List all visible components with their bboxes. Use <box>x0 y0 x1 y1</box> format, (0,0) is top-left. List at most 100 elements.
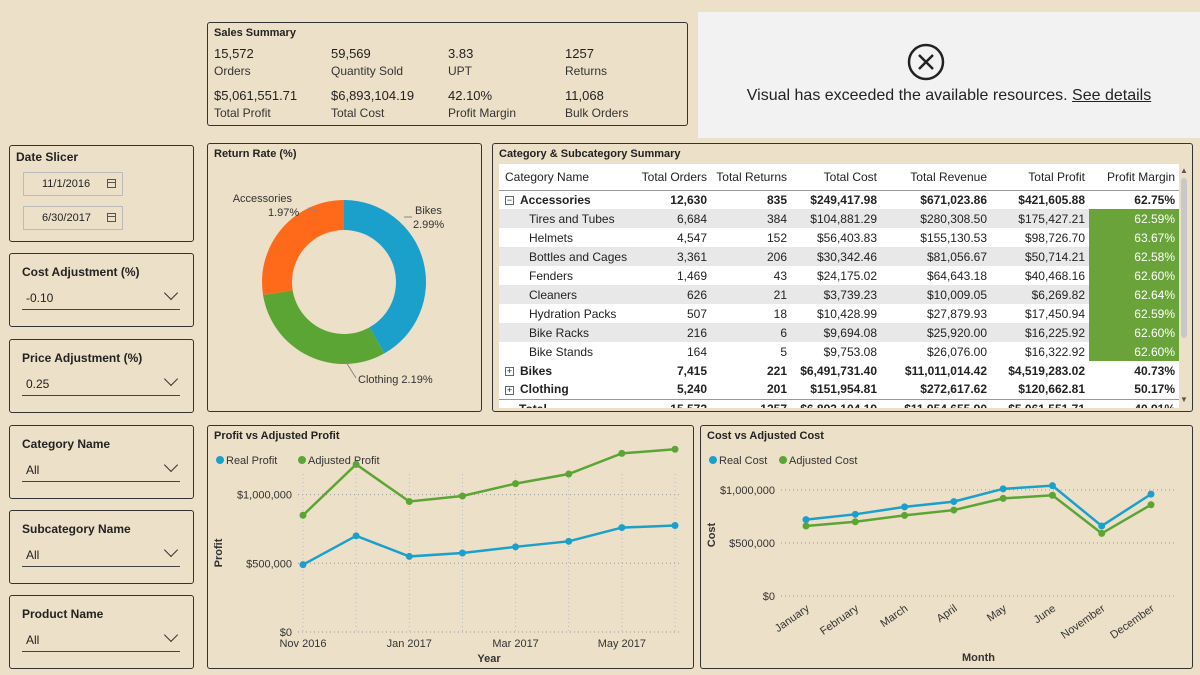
data-point[interactable] <box>299 511 307 519</box>
category-row[interactable]: + Clothing 5,240 201 $151,954.81 $272,617.62 $… <box>499 380 1179 399</box>
data-point[interactable] <box>671 445 679 453</box>
data-point[interactable] <box>618 524 626 532</box>
kpi-value: 1257 <box>565 46 594 61</box>
table-cell: $17,450.94 <box>991 304 1089 323</box>
subcategory-row[interactable]: Bike Stands 164 5 $9,753.08 $26,076.00 $16,32… <box>499 342 1179 361</box>
data-point[interactable] <box>671 522 679 530</box>
data-point[interactable] <box>405 552 413 560</box>
expand-icon[interactable]: + <box>505 384 514 395</box>
donut-slice-bikes[interactable] <box>344 200 426 354</box>
column-header[interactable]: Profit Margin <box>1089 164 1179 191</box>
row-label: Bikes <box>520 363 553 378</box>
scroll-up-icon[interactable]: ▲ <box>1180 166 1188 175</box>
data-point[interactable] <box>352 532 360 540</box>
data-point[interactable] <box>405 497 413 505</box>
data-point[interactable] <box>802 516 810 524</box>
profit-chart-title: Profit vs Adjusted Profit <box>214 430 340 442</box>
data-point[interactable] <box>950 498 958 506</box>
category-name-dropdown[interactable]: All <box>22 456 180 482</box>
subcategory-row[interactable]: Tires and Tubes 6,684 384 $104,881.29 $280,3… <box>499 209 1179 228</box>
data-point[interactable] <box>1048 482 1056 490</box>
chevron-down-icon[interactable] <box>163 457 179 473</box>
total-cell: 15,572 <box>633 398 711 408</box>
chevron-down-icon[interactable] <box>163 285 179 301</box>
subcategory-row[interactable]: Helmets 4,547 152 $56,403.83 $155,130.53 $98,… <box>499 228 1179 247</box>
product-name-dropdown[interactable]: All <box>22 626 180 652</box>
data-point[interactable] <box>618 449 626 457</box>
subcategory-row[interactable]: Fenders 1,469 43 $24,175.02 $64,643.18 $40,46… <box>499 266 1179 285</box>
calendar-icon[interactable] <box>107 179 116 188</box>
data-point[interactable] <box>565 470 573 478</box>
chevron-down-icon[interactable] <box>163 627 179 643</box>
kpi-label: Total Cost <box>331 106 385 120</box>
price-adjustment-dropdown[interactable]: 0.25 <box>22 370 180 396</box>
table-cell: $64,643.18 <box>881 266 991 285</box>
table-cell: $40,468.16 <box>991 266 1089 285</box>
data-point[interactable] <box>1098 522 1106 530</box>
data-point[interactable] <box>999 485 1007 493</box>
data-point[interactable] <box>1147 490 1155 498</box>
data-point[interactable] <box>802 522 810 530</box>
subcategory-row[interactable]: Bottles and Cages 3,361 206 $30,342.46 $81,0… <box>499 247 1179 266</box>
data-point[interactable] <box>901 511 909 519</box>
series-line <box>805 484 1152 528</box>
data-point[interactable] <box>565 537 573 545</box>
row-name: + Bikes <box>499 361 633 380</box>
column-header[interactable]: Category Name <box>499 164 633 191</box>
data-point[interactable] <box>851 518 859 526</box>
see-details-link[interactable]: See details <box>1072 87 1152 104</box>
collapse-icon[interactable]: − <box>505 195 514 206</box>
scroll-down-icon[interactable]: ▼ <box>1180 395 1188 404</box>
subcategory-row[interactable]: Bike Racks 216 6 $9,694.08 $25,920.00 $16,225… <box>499 323 1179 342</box>
subcategory-name-title: Subcategory Name <box>22 522 131 536</box>
column-header[interactable]: Total Profit <box>991 164 1089 191</box>
chevron-down-icon[interactable] <box>163 371 179 387</box>
chevron-down-icon[interactable] <box>163 542 179 558</box>
table-cell: 62.58% <box>1089 247 1179 266</box>
table-cell: 201 <box>711 380 791 399</box>
donut-slice-accessories[interactable] <box>262 200 344 296</box>
expand-icon[interactable]: + <box>505 365 514 376</box>
data-point[interactable] <box>458 492 466 500</box>
table-cell: 507 <box>633 304 711 323</box>
data-point[interactable] <box>999 494 1007 502</box>
cost-adjustment-dropdown[interactable]: -0.10 <box>22 284 180 310</box>
column-header[interactable]: Total Cost <box>791 164 881 191</box>
calendar-icon[interactable] <box>107 213 116 222</box>
legend-label: Adjusted Profit <box>308 455 380 467</box>
subcategory-row[interactable]: Cleaners 626 21 $3,739.23 $10,009.05 $6,269.8… <box>499 285 1179 304</box>
data-point[interactable] <box>352 460 360 468</box>
data-point[interactable] <box>1147 501 1155 509</box>
data-point[interactable] <box>299 561 307 569</box>
subcategory-name-card: Subcategory Name All <box>9 510 194 584</box>
subcategory-name-dropdown[interactable]: All <box>22 541 180 567</box>
series-line <box>302 448 676 517</box>
product-name-value: All <box>26 633 40 647</box>
donut-label-name: Accessories <box>233 193 293 205</box>
end-date-input[interactable]: 6/30/2017 <box>23 206 123 230</box>
category-row[interactable]: + Bikes 7,415 221 $6,491,731.40 $11,011,014.4… <box>499 361 1179 380</box>
column-header[interactable]: Total Returns <box>711 164 791 191</box>
scrollbar-thumb[interactable] <box>1181 178 1187 338</box>
table-cell: 4,547 <box>633 228 711 247</box>
data-point[interactable] <box>851 510 859 518</box>
table-cell: $27,879.93 <box>881 304 991 323</box>
y-axis-label: Cost <box>706 522 718 547</box>
column-header[interactable]: Total Orders <box>633 164 711 191</box>
category-row[interactable]: − Accessories 12,630 835 $249,417.98 $671,023… <box>499 190 1179 209</box>
data-point[interactable] <box>901 503 909 511</box>
start-date-input[interactable]: 11/1/2016 <box>23 172 123 196</box>
legend-marker <box>216 456 224 464</box>
data-point[interactable] <box>512 480 520 488</box>
column-header[interactable]: Total Revenue <box>881 164 991 191</box>
data-point[interactable] <box>458 549 466 557</box>
data-point[interactable] <box>1098 529 1106 537</box>
data-point[interactable] <box>1048 491 1056 499</box>
data-point[interactable] <box>512 543 520 551</box>
donut-slice-clothing[interactable] <box>263 290 385 364</box>
total-cell: $11,954,655.90 <box>881 398 991 408</box>
data-point[interactable] <box>950 506 958 514</box>
table-scrollbar[interactable]: ▲ ▼ <box>1179 166 1189 404</box>
product-name-title: Product Name <box>22 607 104 621</box>
subcategory-row[interactable]: Hydration Packs 507 18 $10,428.99 $27,879.93… <box>499 304 1179 323</box>
